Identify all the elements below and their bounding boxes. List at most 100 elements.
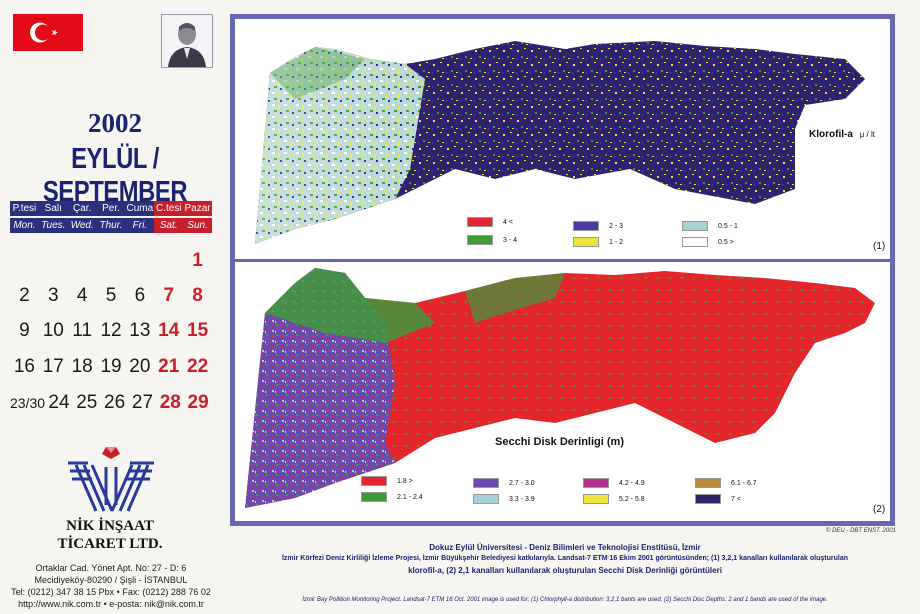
legend-item: 3.3 - 3.9 <box>473 494 535 504</box>
legend-label: 1 - 2 <box>609 238 624 246</box>
weekday-label: Salı <box>38 201 68 216</box>
ataturk-portrait <box>161 14 213 68</box>
calendar-day: 20 <box>129 356 151 377</box>
legend-swatch <box>583 494 609 504</box>
legend-item: 2 - 3 <box>573 221 623 231</box>
weekend-label: Pazar <box>183 201 213 216</box>
legend-label: 0.5 > <box>718 238 734 246</box>
panel-number: (2) <box>873 504 886 515</box>
legend-label: 4.2 - 4.9 <box>619 479 645 487</box>
calendar-day: 12 <box>100 320 122 341</box>
panel-number: (1) <box>873 241 886 252</box>
calendar-day <box>39 250 68 272</box>
calendar-week: 1 <box>10 250 212 272</box>
calendar-day-weekend: 22 <box>187 356 209 377</box>
legend-swatch <box>361 492 387 502</box>
caption-institution: Dokuz Eylül Üniversitesi - Deniz Bilimle… <box>429 543 701 552</box>
chlorophyll-title: Klorofil-a <box>809 129 853 140</box>
calendar-day: 6 <box>134 285 146 306</box>
calendar-day: 3 <box>48 285 59 306</box>
calendar-day: 9 <box>19 320 30 341</box>
calendar-day <box>97 250 126 272</box>
calendar-day-weekend: 8 <box>192 285 203 306</box>
calendar-day: 25 <box>76 392 98 413</box>
calendar-day-weekend <box>154 250 183 272</box>
legend-swatch <box>583 478 609 488</box>
calendar-day-weekend: 1 <box>192 250 203 271</box>
calendar-day: 13 <box>129 320 151 341</box>
legend-label: 1.8 > <box>397 477 413 485</box>
calendar-day: 2 <box>19 285 30 306</box>
calendar-day-weekend: 7 <box>163 285 175 306</box>
legend-item: 6.1 - 6.7 <box>695 478 757 488</box>
calendar-day <box>68 250 97 272</box>
company-web-email: http://www.nik.com.tr • e-posta: nik@nik… <box>18 599 204 609</box>
weekday-label: Mon. <box>10 218 39 233</box>
legend-label: 7 < <box>731 495 741 503</box>
calendar-day-weekend: 28 <box>159 392 181 413</box>
secchi-map <box>245 268 875 508</box>
calendar-week: 23/30 24 25 26 27 28 29 <box>10 392 212 414</box>
chlorophyll-unit: μ / lt <box>859 130 875 139</box>
legend-swatch <box>467 217 493 227</box>
caption-images-tr: klorofil-a, (2) 2,1 kanalları kullanılar… <box>408 566 722 575</box>
legend-item: 5.2 - 5.8 <box>583 494 645 504</box>
legend-item: 2.1 - 2.4 <box>361 492 423 502</box>
legend-item: 0.5 > <box>682 237 734 247</box>
legend-swatch <box>695 478 721 488</box>
caption-project-tr: İzmir Körfezi Deniz Kirliliği İzleme Pro… <box>281 555 848 562</box>
legend-item: 4.2 - 4.9 <box>583 478 645 488</box>
weekend-label: Sat. <box>154 218 184 233</box>
weekday-label: Wed. <box>67 218 97 233</box>
turkish-flag <box>13 14 83 51</box>
calendar-day: 16 <box>13 356 35 377</box>
calendar-day-weekend: 15 <box>187 320 209 341</box>
calendar-day-weekend: 21 <box>158 356 180 377</box>
company-phone-fax: Tel: (0212) 347 38 15 Pbx • Fax: (0212) … <box>11 587 211 597</box>
calendar-day: 24 <box>48 392 70 413</box>
legend-swatch <box>695 494 721 504</box>
weekday-label: Per. <box>96 201 126 216</box>
weekday-label: P.tesi <box>10 201 39 216</box>
weekday-label: Çar. <box>67 201 97 216</box>
calendar-day: 5 <box>105 285 117 306</box>
calendar-day: 19 <box>100 356 122 377</box>
calendar-day-weekend: 14 <box>158 320 180 341</box>
calendar-day: 11 <box>72 320 93 341</box>
chlorophyll-label: Klorofil-a μ / lt <box>809 129 875 140</box>
legend-item: 1.8 > <box>361 476 413 486</box>
calendar-day: 17 <box>42 356 64 377</box>
legend-label: 2.7 - 3.0 <box>509 479 535 487</box>
legend-item: 0.5 - 1 <box>682 221 738 231</box>
weekday-header-english: Mon. Tues. Wed. Thur. Fri. Sat. Sun. <box>10 218 213 233</box>
weekday-header-turkish: P.tesi Salı Çar. Per. Cuma C.tesi Pazar <box>10 201 213 216</box>
calendar-day <box>10 250 39 272</box>
secchi-map-panel: Secchi Disk Derinligi (m) 1.8 > 2.1 - 2.… <box>235 263 890 521</box>
secchi-title: Secchi Disk Derinligi (m) <box>495 436 624 448</box>
calendar-day: 27 <box>131 392 154 413</box>
legend-swatch <box>473 478 499 488</box>
calendar-day: 4 <box>76 285 88 306</box>
calendar-day: 23/30 <box>10 395 46 411</box>
legend-item: 4 < <box>467 217 513 227</box>
caption-project-en: İzmir Bay Pollition Monitoring Project. … <box>302 597 828 603</box>
calendar-week: 9 10 11 12 13 14 15 <box>10 320 212 342</box>
copyright-note: © DEU - DBT ENST. 2001 <box>826 528 896 534</box>
legend-swatch <box>573 221 599 231</box>
company-logo <box>66 445 156 517</box>
legend-swatch <box>467 235 493 245</box>
legend-label: 6.1 - 6.7 <box>731 479 757 487</box>
legend-swatch <box>573 237 599 247</box>
panel-divider <box>235 258 890 262</box>
legend-label: 0.5 - 1 <box>718 222 738 230</box>
legend-label: 2.1 - 2.4 <box>397 493 423 501</box>
legend-item: 7 < <box>695 494 741 504</box>
chlorophyll-map-panel: Klorofil-a μ / lt 4 < 3 - 4 2 - 3 1 - 2 … <box>235 19 890 259</box>
calendar-year: 2002 <box>88 108 142 138</box>
calendar-day: 18 <box>71 356 93 377</box>
legend-label: 3 - 4 <box>503 236 518 244</box>
calendar-week: 2 3 4 5 6 7 8 <box>10 285 212 307</box>
weekend-label: Sun. <box>183 218 213 233</box>
weekend-label: C.tesi <box>154 201 184 216</box>
calendar-day <box>125 250 154 272</box>
